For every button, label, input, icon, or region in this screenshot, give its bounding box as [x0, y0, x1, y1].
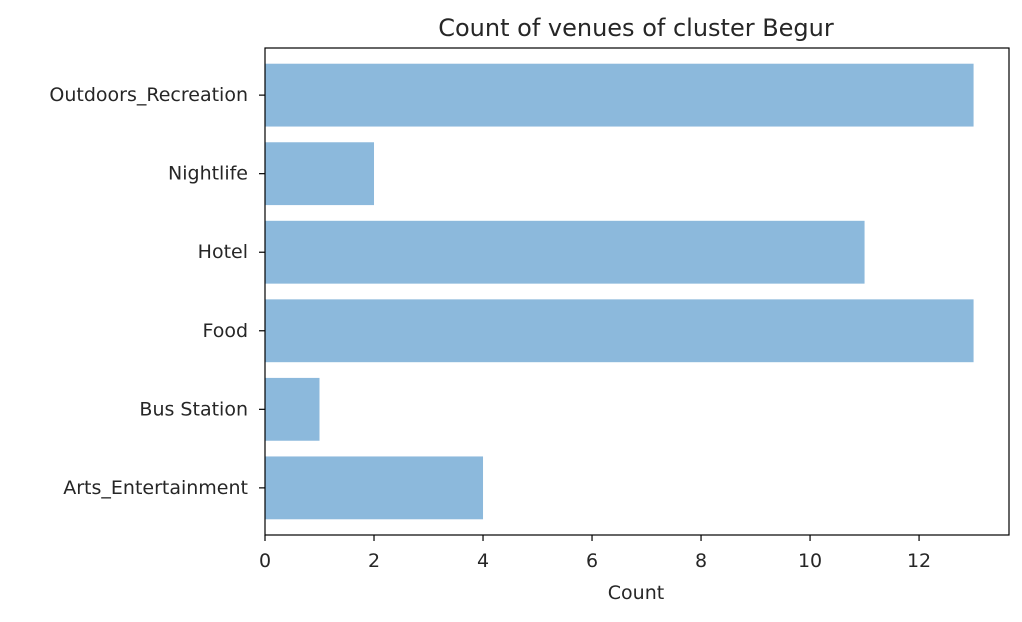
y-tick-label: Outdoors_Recreation	[49, 84, 248, 106]
bar-outdoors-recreation	[265, 63, 974, 127]
plot-frame	[264, 47, 1010, 536]
y-tick-label: Food	[202, 320, 248, 342]
bar-arts-entertainment	[265, 456, 484, 520]
chart-title: Count of venues of cluster Begur	[438, 14, 834, 42]
bar-nightlife	[265, 142, 375, 206]
ticks-layer: Arts_Entertainment Bus Station Food Hotel Ni…	[49, 84, 931, 572]
x-tick-label: 8	[695, 550, 707, 572]
y-tick-label: Nightlife	[168, 163, 248, 185]
y-tick-label: Hotel	[198, 241, 248, 263]
x-tick-label: 0	[259, 550, 271, 572]
x-tick-label: 6	[586, 550, 598, 572]
bars-layer	[265, 63, 974, 520]
x-tick-label: 2	[368, 550, 380, 572]
bar-hotel	[265, 220, 865, 284]
x-axis-label: Count	[608, 582, 664, 604]
x-tick-label: 12	[907, 550, 931, 572]
bar-bus-station	[265, 377, 320, 441]
y-tick-label: Arts_Entertainment	[63, 477, 248, 499]
y-tick-label: Bus Station	[139, 398, 248, 420]
x-tick-label: 10	[798, 550, 822, 572]
bar-food	[265, 299, 974, 363]
x-tick-label: 4	[477, 550, 489, 572]
